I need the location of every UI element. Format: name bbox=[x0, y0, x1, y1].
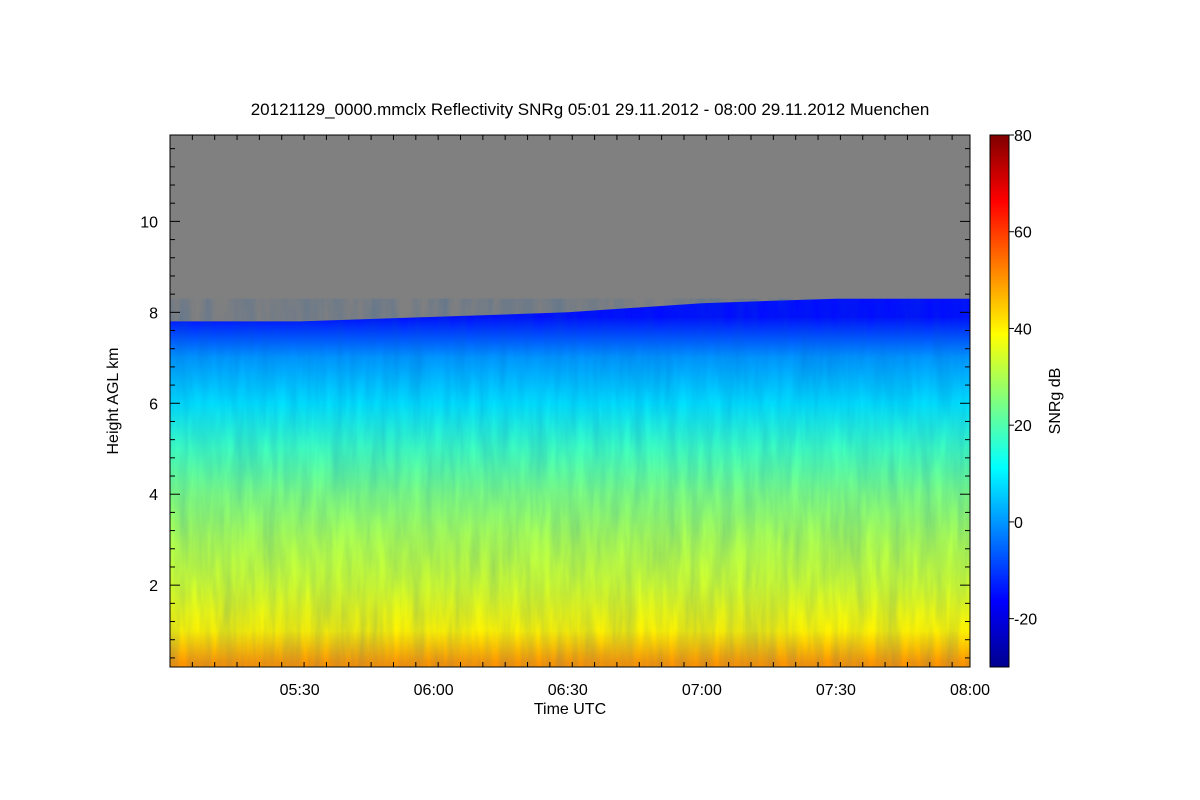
y-axis: 2 4 6 8 10 bbox=[140, 148, 970, 659]
y-tick-label: 6 bbox=[149, 396, 158, 413]
x-tick-label: 07:30 bbox=[816, 682, 856, 699]
colorbar-tick-label: 60 bbox=[1014, 225, 1032, 242]
colorbar-tick-label: 20 bbox=[1014, 418, 1032, 435]
colorbar bbox=[989, 134, 1010, 668]
colorbar-tick-label: 0 bbox=[1014, 515, 1023, 532]
x-tick-label: 06:30 bbox=[548, 682, 588, 699]
y-axis-label: Height AGL km bbox=[105, 347, 122, 454]
colorbar-tick-label: 40 bbox=[1014, 321, 1032, 338]
x-axis-label: Time UTC bbox=[534, 701, 606, 718]
colorbar-axis: -20 0 20 40 60 80 bbox=[1009, 128, 1037, 629]
plot-area bbox=[170, 135, 970, 667]
echo-texture bbox=[170, 298, 970, 667]
x-axis: 05:30 06:00 06:30 07:00 07:30 08:00 bbox=[169, 135, 990, 699]
x-tick-label: 05:30 bbox=[280, 682, 320, 699]
plot-frame bbox=[169, 134, 971, 668]
x-tick-label: 06:00 bbox=[414, 682, 454, 699]
y-tick-label: 4 bbox=[149, 487, 158, 504]
colorbar-tick-label: 80 bbox=[1014, 128, 1032, 145]
y-tick-label: 8 bbox=[149, 305, 158, 322]
chart-title: 20121129_0000.mmclx Reflectivity SNRg 05… bbox=[251, 100, 930, 119]
y-tick-label: 10 bbox=[140, 214, 158, 231]
colorbar-label: SNRg dB bbox=[1047, 368, 1064, 435]
colorbar-tick-label: -20 bbox=[1014, 612, 1037, 629]
x-tick-label: 08:00 bbox=[950, 682, 990, 699]
y-tick-label: 2 bbox=[149, 578, 158, 595]
x-tick-label: 07:00 bbox=[682, 682, 722, 699]
